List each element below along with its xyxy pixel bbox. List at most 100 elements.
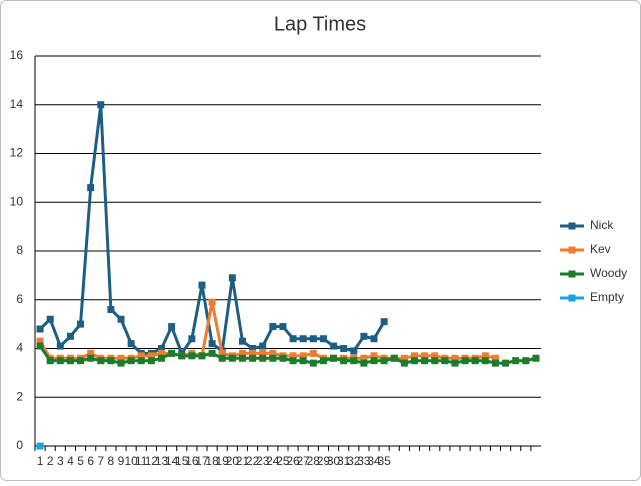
- x-tick-label: 26: [286, 454, 300, 468]
- x-tick-label: 35: [377, 454, 391, 468]
- point: [269, 323, 277, 331]
- point: [158, 349, 165, 357]
- point: [451, 359, 459, 367]
- x-tick-label: 25: [276, 454, 290, 468]
- x-tick-label: 23: [256, 454, 270, 468]
- point: [56, 342, 64, 350]
- x-tick-label: 24: [266, 454, 280, 468]
- y-tick-label: 0: [16, 438, 23, 452]
- point: [309, 359, 317, 367]
- point: [107, 306, 115, 313]
- legend-marker: [568, 294, 576, 302]
- point: [168, 349, 176, 357]
- point: [411, 352, 418, 360]
- point: [36, 325, 44, 333]
- point: [117, 354, 125, 362]
- point: [137, 352, 145, 360]
- x-tick-label: 18: [205, 454, 219, 468]
- x-tick-label: 12: [145, 454, 159, 468]
- point: [421, 352, 429, 360]
- legend-marker: [568, 270, 576, 278]
- point: [269, 349, 277, 357]
- legend-marker: [568, 246, 576, 254]
- point: [380, 357, 388, 365]
- legend-label: Nick: [590, 218, 614, 232]
- point: [421, 357, 429, 365]
- point: [269, 354, 277, 362]
- point: [400, 359, 408, 367]
- point: [97, 357, 105, 365]
- x-tick-label: 1: [37, 454, 44, 468]
- point: [502, 359, 510, 367]
- x-tick-label: 4: [67, 454, 74, 468]
- point: [309, 349, 317, 357]
- point: [218, 354, 226, 362]
- x-tick-label: 19: [216, 454, 230, 468]
- x-tick-label: 15: [175, 454, 189, 468]
- y-tick-label: 6: [16, 292, 23, 306]
- point: [188, 352, 196, 360]
- y-tick-label: 10: [10, 194, 24, 208]
- y-tick-label: 12: [10, 146, 24, 160]
- x-tick-label: 7: [97, 454, 104, 468]
- x-tick-label: 17: [195, 454, 209, 468]
- point: [66, 357, 74, 365]
- point: [451, 354, 459, 362]
- point: [249, 349, 257, 357]
- point: [299, 335, 307, 343]
- point: [491, 354, 499, 362]
- point: [481, 357, 489, 365]
- point: [340, 357, 348, 365]
- point: [259, 349, 267, 357]
- point: [319, 335, 327, 343]
- x-tick-label: 10: [124, 454, 138, 468]
- point: [198, 281, 206, 289]
- point: [188, 335, 196, 343]
- point: [491, 359, 499, 367]
- point: [319, 357, 327, 365]
- point: [532, 354, 540, 362]
- point: [279, 354, 287, 362]
- point: [471, 357, 479, 365]
- point: [522, 357, 530, 365]
- point: [431, 352, 439, 360]
- point: [56, 357, 64, 365]
- point: [370, 352, 378, 360]
- x-tick-label: 2: [47, 454, 54, 468]
- point: [218, 349, 226, 357]
- point: [238, 354, 246, 362]
- x-tick-label: 34: [367, 454, 381, 468]
- point: [259, 354, 267, 362]
- point: [208, 349, 216, 357]
- x-tick-label: 16: [185, 454, 199, 468]
- point: [127, 340, 135, 348]
- point: [208, 340, 216, 348]
- point: [46, 357, 54, 365]
- point: [309, 335, 317, 343]
- x-tick-label: 31: [337, 454, 351, 468]
- legend-label: Empty: [590, 290, 624, 304]
- chart-title: Lap Times: [274, 13, 366, 35]
- point: [249, 354, 257, 362]
- point: [370, 357, 378, 365]
- y-tick-label: 2: [16, 389, 23, 403]
- point: [249, 345, 257, 352]
- point: [36, 342, 44, 350]
- point: [97, 101, 105, 109]
- x-tick-label: 28: [307, 454, 321, 468]
- point: [198, 352, 206, 360]
- x-tick-label: 30: [327, 454, 341, 468]
- point: [370, 335, 378, 343]
- series-line: [38, 301, 496, 360]
- x-tick-label: 14: [165, 454, 179, 468]
- point: [350, 357, 358, 365]
- point: [147, 352, 155, 360]
- y-tick-label: 4: [16, 341, 23, 355]
- legend-marker: [568, 222, 576, 230]
- point: [360, 354, 368, 362]
- x-tick-label: 13: [155, 454, 169, 468]
- point: [360, 359, 368, 367]
- point: [481, 352, 489, 360]
